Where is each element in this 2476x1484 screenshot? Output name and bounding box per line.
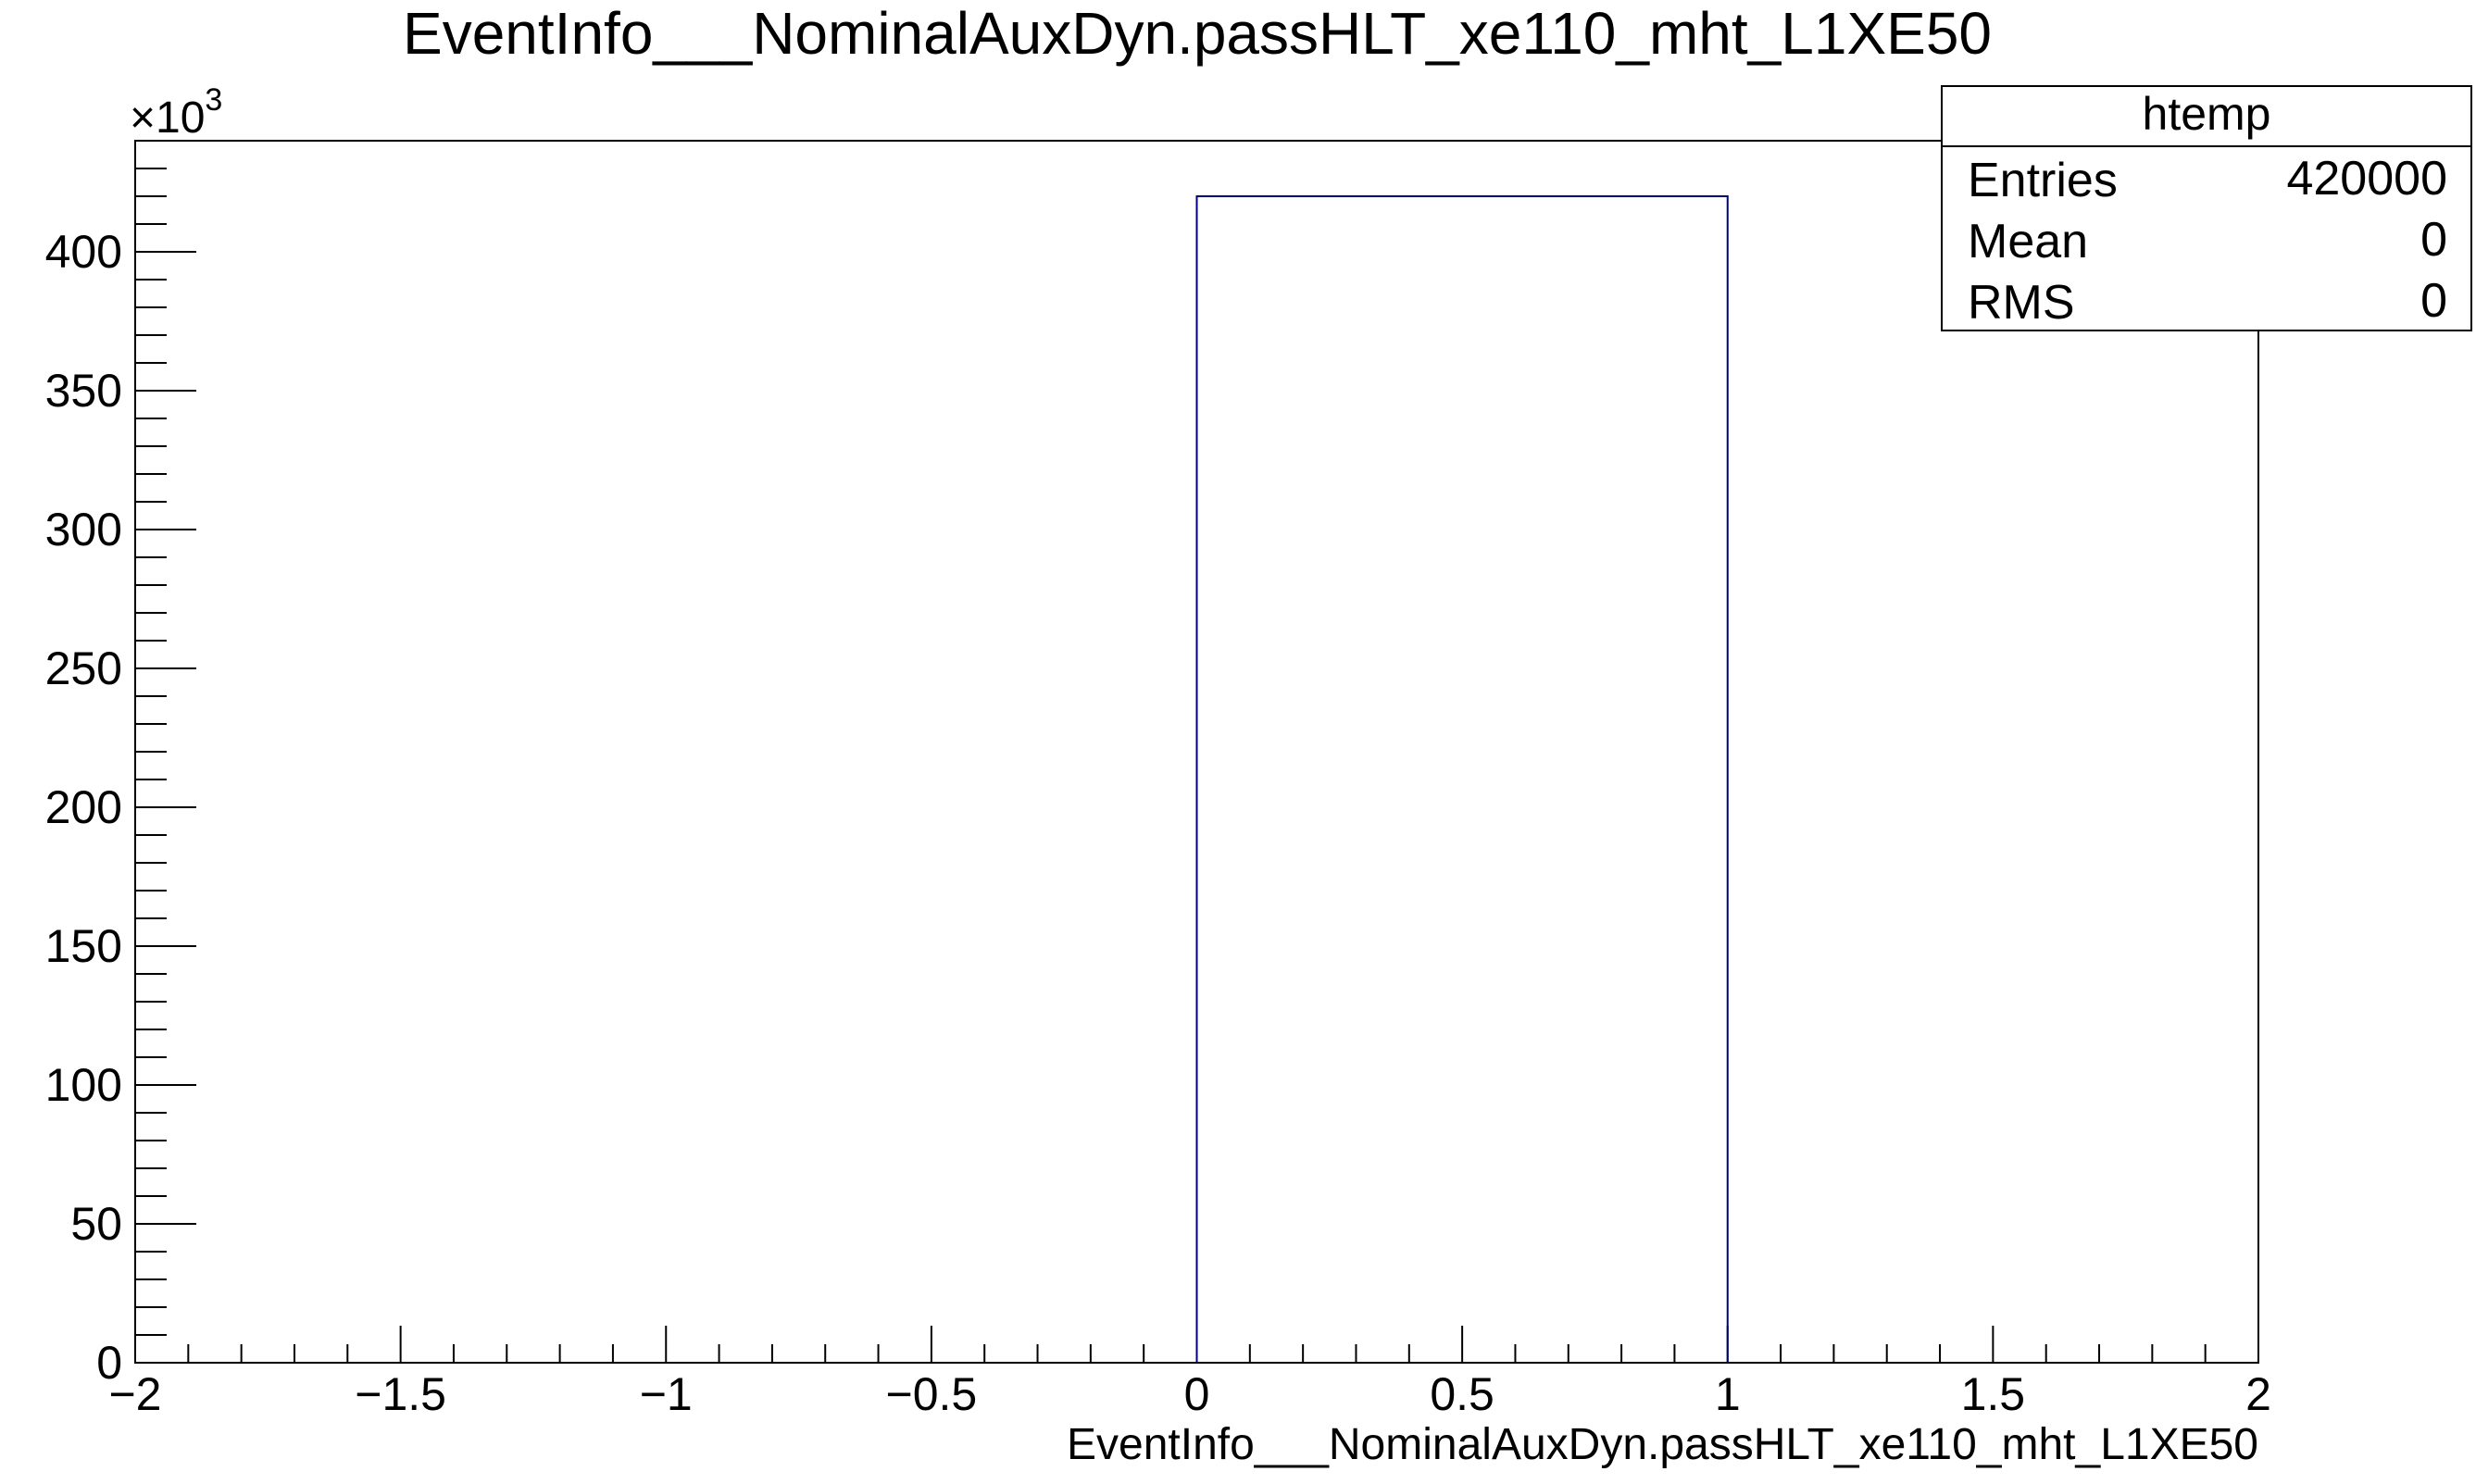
y-tick-label: 350 (45, 365, 122, 417)
x-tick-label: 1.5 (1961, 1368, 2026, 1420)
y-tick-label: 250 (45, 642, 122, 694)
histogram-bin-0 (1195, 195, 1729, 1363)
y-tick-label: 0 (96, 1337, 122, 1389)
stats-rms-label: RMS (1968, 276, 2075, 330)
y-tick-label: 400 (45, 226, 122, 278)
stats-rms-value: 0 (2420, 274, 2447, 328)
x-tick-label: −2 (108, 1368, 161, 1420)
stats-mean-value: 0 (2420, 213, 2447, 267)
stats-entries-value: 420000 (2286, 152, 2447, 206)
y-tick-label: 200 (45, 781, 122, 833)
y-tick-label: 300 (45, 504, 122, 555)
x-tick-label: −0.5 (886, 1368, 978, 1420)
y-tick-label: 100 (45, 1059, 122, 1111)
x-tick-label: 0 (1184, 1368, 1210, 1420)
stats-box-frame (1941, 85, 2472, 331)
y-exponent-power: 3 (205, 82, 222, 118)
chart-title: EventInfo___NominalAuxDyn.passHLT_xe110_… (403, 0, 1992, 67)
y-tick-label: 50 (70, 1198, 122, 1250)
y-exponent-base: ×10 (130, 94, 205, 143)
x-tick-label: 0.5 (1430, 1368, 1494, 1420)
x-tick-label: −1.5 (355, 1368, 446, 1420)
stats-box-title: htemp (2143, 88, 2271, 140)
stats-entries-label: Entries (1968, 154, 2118, 207)
x-tick-label: 1 (1715, 1368, 1741, 1420)
stats-mean-label: Mean (1968, 215, 2088, 268)
x-axis-label: EventInfo___NominalAuxDyn.passHLT_xe110_… (1067, 1420, 2258, 1469)
y-tick-label: 150 (45, 920, 122, 972)
y-exponent-label: ×103 (130, 82, 222, 143)
histogram-bars (1195, 195, 1729, 1363)
stats-box: htemp Entries 420000 Mean 0 RMS 0 (1941, 85, 2472, 331)
x-tick-label: 2 (2245, 1368, 2271, 1420)
x-tick-label: −1 (640, 1368, 693, 1420)
x-axis: −2 −1.5 −1 −0.5 0 0.5 1 1.5 2 (108, 1326, 2271, 1420)
y-axis: 0 50 100 150 200 250 300 350 400 (45, 140, 196, 1389)
